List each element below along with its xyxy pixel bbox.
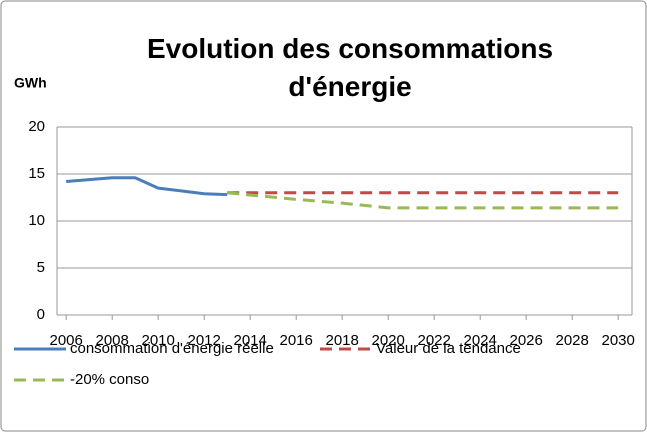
series-line: [66, 176, 228, 197]
y-tick-label: 15: [28, 165, 45, 182]
x-tick-label: 2026: [510, 332, 543, 349]
legend-label: -20% conso: [70, 371, 149, 388]
x-tick-label: 2006: [50, 332, 83, 349]
x-tick-label: 2016: [280, 332, 313, 349]
x-tick-label: 2024: [464, 332, 497, 349]
y-tick-label: 5: [37, 259, 45, 276]
y-tick-label: 20: [28, 118, 45, 135]
y-tick-label: 10: [28, 212, 45, 229]
x-tick-label: 2012: [188, 332, 221, 349]
chart-title: Evolution des consommations d'énergie: [146, 33, 554, 102]
x-tick-label: 2018: [326, 332, 359, 349]
y-axis-label: GWh: [14, 75, 47, 91]
x-tick-label: 2022: [418, 332, 451, 349]
y-tick-label: 0: [37, 306, 45, 323]
legend-label: consommation d'énergie réelle: [70, 340, 274, 357]
series-line: [227, 191, 619, 210]
x-tick-label: 2008: [96, 332, 129, 349]
x-tick-label: 2010: [142, 332, 175, 349]
x-tick-label: 2028: [556, 332, 589, 349]
x-tick-label: 2014: [234, 332, 267, 349]
x-tick-label: 2020: [372, 332, 405, 349]
x-tick-label: 2030: [602, 332, 635, 349]
legend-label: Valeur de la tendance: [376, 340, 521, 357]
